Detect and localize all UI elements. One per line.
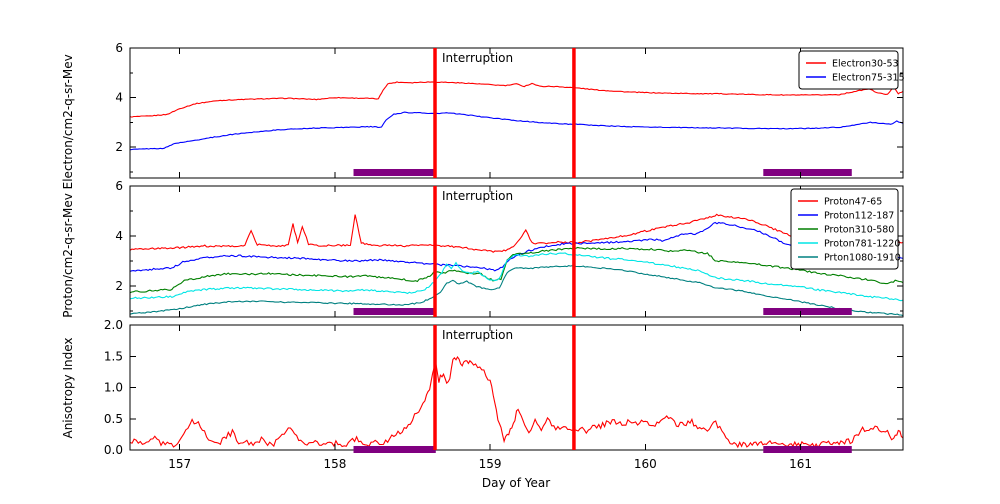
interruption-label: Interruption: [442, 189, 513, 203]
y-tick-label: 1.5: [104, 349, 123, 363]
y-tick-label: 4: [115, 91, 123, 105]
y-tick-label: 2: [115, 140, 123, 154]
series-group: [130, 355, 903, 449]
data-gap-bar: [353, 169, 436, 176]
axes-frame: [129, 47, 904, 179]
legend-label: Proton781-1220: [824, 239, 900, 250]
y-tick-label: 2: [115, 279, 123, 293]
series-proton47-65: [130, 213, 903, 253]
legend-label: Proton47-65: [824, 197, 882, 208]
x-tick-label: 160: [634, 457, 657, 471]
data-gap-bar: [353, 308, 436, 315]
legend-label: Electron30-53: [832, 59, 899, 70]
data-gap-bar: [763, 446, 852, 453]
y-tick-label: 6: [115, 179, 123, 193]
y-tick-label: 0.0: [104, 443, 123, 457]
x-axis-label: Day of Year: [482, 476, 550, 490]
y-tick-label: 2.0: [104, 318, 123, 332]
data-gap-bar: [353, 446, 436, 453]
interruption-label: Interruption: [442, 328, 513, 342]
x-tick-label: 158: [323, 457, 346, 471]
series-prton1080-1910: [130, 265, 903, 317]
y-tick-label: 6: [115, 41, 123, 55]
y-tick-label: 0.5: [104, 412, 123, 426]
legend-label: Proton310-580: [824, 225, 894, 236]
axes-frame: [129, 185, 904, 318]
panel-proton-flux: Interruption246Proton47-65Proton112-187P…: [115, 179, 904, 318]
series-electron30-53: [130, 81, 903, 118]
data-gap-bar: [763, 308, 852, 315]
series-group: [130, 213, 903, 317]
panel-electron-flux: Interruption 2 4 6 Electron30-53 Electron75-3…: [115, 41, 905, 179]
legend-box: [798, 50, 899, 90]
x-tick-label: 157: [168, 457, 191, 471]
axes-frame: [129, 324, 904, 451]
y-tick-label: 1.0: [104, 381, 123, 395]
x-tick-label: 161: [789, 457, 812, 471]
legend-box: [790, 188, 899, 270]
series-proton781-1220: [130, 252, 903, 302]
legend-label: Electron75-315: [832, 73, 905, 84]
y-axis-label-flux: Proton/cm2-q-sr-Mev Electron/cm2-q-sr-Me…: [61, 54, 75, 317]
series-group: [130, 81, 903, 151]
legend-label: Prton1080-1910: [824, 253, 901, 264]
y-axis-label-anisotropy: Anisotropy Index: [61, 337, 75, 438]
data-gap-bar: [763, 169, 852, 176]
x-tick-label: 159: [479, 457, 502, 471]
legend: Proton47-65 Proton112-187 Proton310-580 Pro…: [790, 188, 901, 270]
interruption-label: Interruption: [442, 51, 513, 65]
series-proton310-580: [130, 246, 903, 294]
series-anisotropy: [130, 355, 903, 449]
legend-label: Proton112-187: [824, 211, 894, 222]
legend: Electron30-53 Electron75-315: [798, 50, 905, 90]
panels-group: Interruption 2 4 6 Electron30-53 Electron75-3…: [104, 41, 905, 471]
series-electron75-315: [130, 111, 903, 151]
series-proton112-187: [130, 221, 903, 272]
y-tick-label: 4: [115, 229, 123, 243]
panel-anisotropy: Interruption 157 158 159 160 161 0.0 0.5 1.0 1.5 2…: [104, 318, 904, 471]
